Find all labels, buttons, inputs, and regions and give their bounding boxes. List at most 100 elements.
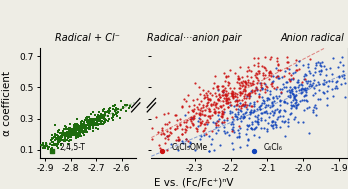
Point xyxy=(93,123,98,126)
Point xyxy=(259,116,264,119)
Point xyxy=(224,117,230,120)
Point xyxy=(205,97,211,100)
Point xyxy=(303,99,309,102)
Point xyxy=(209,114,215,117)
Point xyxy=(215,99,220,102)
Point xyxy=(60,131,65,134)
Point xyxy=(267,71,272,74)
Point xyxy=(230,129,236,132)
Point xyxy=(87,121,92,124)
Point xyxy=(219,84,224,87)
Point xyxy=(254,73,260,76)
Point xyxy=(301,77,307,80)
Point xyxy=(286,67,292,70)
Point xyxy=(232,87,237,90)
Point xyxy=(65,142,71,145)
Point xyxy=(180,106,185,109)
Point xyxy=(78,128,84,131)
Point xyxy=(252,100,257,103)
Point xyxy=(244,143,250,146)
Point xyxy=(287,79,292,82)
Point xyxy=(242,103,247,106)
Point xyxy=(80,129,86,132)
Point xyxy=(187,104,192,107)
Point xyxy=(78,130,84,133)
Point xyxy=(203,91,209,94)
Point xyxy=(95,122,101,125)
Point xyxy=(318,69,324,72)
Point xyxy=(64,134,70,137)
Point xyxy=(245,93,251,96)
Point xyxy=(253,85,259,88)
Point xyxy=(183,125,189,128)
Point xyxy=(289,89,295,92)
Point xyxy=(112,109,117,112)
Point xyxy=(156,144,162,147)
Point xyxy=(274,118,279,121)
Point xyxy=(259,88,265,91)
Point xyxy=(52,143,57,146)
Point xyxy=(87,120,93,123)
Point xyxy=(67,130,72,133)
Point xyxy=(84,119,89,122)
Point xyxy=(208,143,214,146)
Point xyxy=(41,145,47,148)
Text: 2,4,5-T: 2,4,5-T xyxy=(59,143,85,152)
Point xyxy=(264,85,270,88)
Point xyxy=(84,131,89,134)
Point xyxy=(226,101,231,104)
Point xyxy=(113,112,118,115)
Point xyxy=(42,147,48,150)
Point xyxy=(266,97,271,100)
Point xyxy=(71,132,76,135)
Point xyxy=(66,132,72,135)
Point xyxy=(266,70,272,73)
Point xyxy=(325,84,331,87)
Point xyxy=(227,112,232,115)
Point xyxy=(326,79,332,82)
Point xyxy=(243,104,248,107)
Point xyxy=(84,118,89,121)
Point xyxy=(159,149,165,152)
Point xyxy=(79,119,85,122)
Point xyxy=(213,95,219,98)
Point xyxy=(224,131,230,134)
Point xyxy=(286,125,291,128)
Point xyxy=(127,104,132,107)
Point xyxy=(65,132,71,135)
Point xyxy=(197,116,202,119)
Point xyxy=(251,82,256,85)
Point xyxy=(183,100,189,103)
Point xyxy=(173,139,179,142)
Point xyxy=(300,121,305,124)
Point xyxy=(197,113,203,116)
Point xyxy=(192,81,198,84)
Point xyxy=(234,117,240,120)
Point xyxy=(110,104,116,107)
Point xyxy=(180,142,185,145)
Point xyxy=(293,99,299,102)
Point xyxy=(76,132,81,135)
Point xyxy=(77,127,82,130)
Point xyxy=(53,124,58,127)
Point xyxy=(81,124,87,127)
Point xyxy=(81,133,87,136)
Point xyxy=(198,112,203,115)
Point xyxy=(115,110,120,113)
Point xyxy=(270,120,276,123)
Point xyxy=(43,142,49,145)
Point xyxy=(236,98,242,101)
Point xyxy=(75,124,81,127)
Point xyxy=(100,114,105,117)
Point xyxy=(228,104,234,107)
Point xyxy=(294,104,299,107)
Point xyxy=(298,88,303,91)
Point xyxy=(237,101,242,104)
Point xyxy=(179,140,185,143)
Point xyxy=(51,144,57,147)
Point xyxy=(199,119,204,122)
Point xyxy=(268,71,274,74)
Point xyxy=(273,67,279,70)
Point xyxy=(110,112,116,115)
Point xyxy=(77,127,82,130)
